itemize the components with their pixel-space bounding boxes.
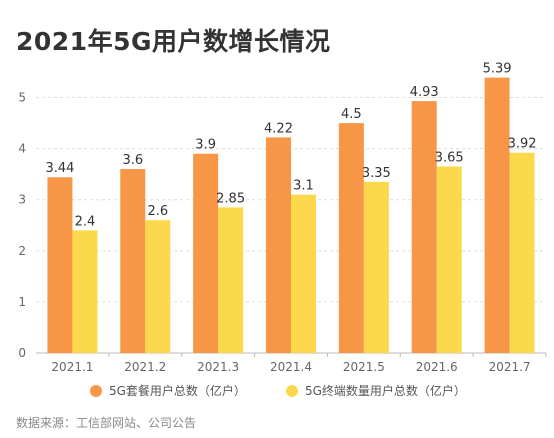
bars-layer — [47, 77, 535, 354]
y-tick-label: 3 — [18, 193, 26, 207]
bar-series1[interactable] — [338, 123, 364, 353]
x-tick-label: 2021.7 — [489, 360, 531, 374]
y-tick-label: 5 — [18, 91, 26, 105]
legend-label-series2: 5G终端数量用户总数（亿户） — [304, 384, 466, 398]
bar-series1[interactable] — [266, 137, 291, 353]
y-tick-label: 1 — [18, 295, 26, 309]
bar-series1[interactable] — [193, 153, 219, 353]
data-label-series1: 4.22 — [264, 121, 293, 136]
data-label-series2: 2.4 — [75, 214, 96, 229]
y-tick-label: 2 — [18, 244, 26, 258]
bar-series1[interactable] — [411, 101, 437, 353]
bar-series2[interactable] — [363, 181, 389, 353]
legend-item-series2[interactable]: 5G终端数量用户总数（亿户） — [285, 382, 466, 399]
x-tick-label: 2021.6 — [416, 360, 458, 374]
bar-series2[interactable] — [436, 166, 462, 353]
data-label-series2: 2.6 — [147, 204, 168, 219]
legend-item-series1[interactable]: 5G套餐用户总数（亿户） — [90, 382, 246, 399]
data-label-series2: 3.1 — [293, 179, 314, 194]
data-label-series1: 4.5 — [341, 107, 362, 122]
legend: 5G套餐用户总数（亿户） 5G终端数量用户总数（亿户） — [90, 382, 530, 399]
data-source-note: 数据来源：工信部网站、公司公告 — [16, 416, 197, 430]
legend-label-series1: 5G套餐用户总数（亿户） — [109, 384, 246, 398]
y-axis-ticks: 0 1 2 3 4 5 — [18, 91, 26, 360]
data-labels-layer: 3.44 2.4 3.6 2.6 3.9 2.85 4.22 3.1 4.5 3.35 4.93 3.… — [45, 62, 536, 230]
y-tick-label: 4 — [18, 142, 26, 156]
data-label-series1: 3.44 — [45, 161, 74, 176]
bar-series2[interactable] — [291, 194, 316, 353]
data-label-series2: 2.85 — [216, 191, 245, 206]
data-label-series1: 3.6 — [122, 153, 143, 168]
x-tick-label: 2021.5 — [343, 360, 385, 374]
bar-chart: 0 1 2 3 4 5 3.44 2.4 3.6 2.6 3.9 2.85 4.22 3.1 4.5 3.3… — [18, 62, 547, 374]
bar-series1[interactable] — [484, 77, 510, 354]
data-label-series1: 4.93 — [410, 85, 439, 100]
data-label-series1: 3.9 — [195, 138, 216, 153]
bar-series2[interactable] — [145, 220, 171, 353]
y-tick-label: 0 — [18, 346, 26, 360]
bar-series1[interactable] — [120, 169, 146, 353]
bar-series2[interactable] — [218, 207, 244, 353]
chart-title: 2021年5G用户数增长情况 — [16, 27, 331, 56]
data-label-series2: 3.92 — [508, 137, 537, 152]
x-tick-label: 2021.1 — [51, 360, 93, 374]
bar-series2[interactable] — [509, 152, 535, 353]
bar-series1[interactable] — [47, 177, 73, 353]
bar-series2[interactable] — [72, 230, 98, 353]
data-label-series1: 5.39 — [483, 62, 512, 77]
x-axis-ticks: 2021.1 2021.2 2021.3 2021.4 2021.5 2021.6 2021… — [51, 353, 547, 374]
data-label-series2: 3.65 — [435, 151, 464, 166]
legend-swatch-series1 — [90, 384, 102, 397]
x-tick-label: 2021.3 — [197, 360, 239, 374]
legend-swatch-series2 — [285, 384, 298, 397]
data-label-series2: 3.35 — [362, 166, 391, 181]
x-tick-label: 2021.2 — [124, 360, 166, 374]
x-tick-label: 2021.4 — [270, 360, 312, 374]
